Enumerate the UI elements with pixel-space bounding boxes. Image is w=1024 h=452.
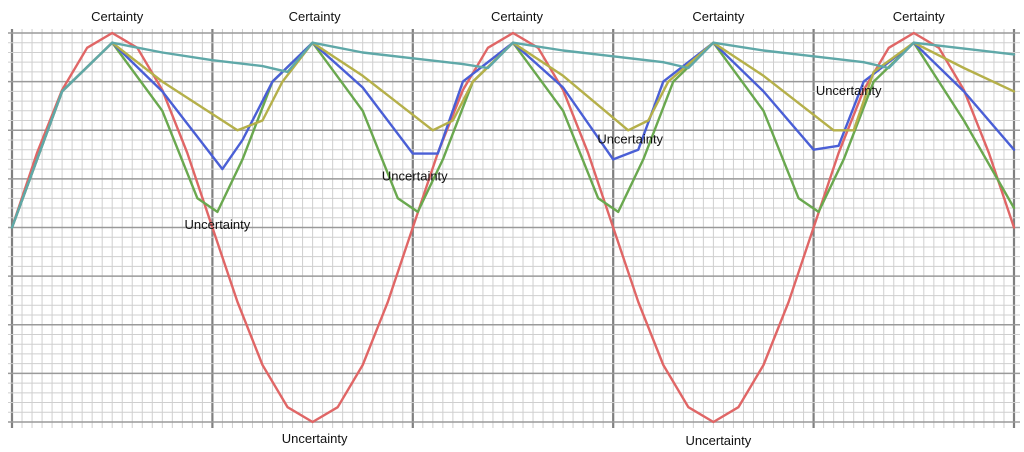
series-line-5: [10, 41, 1016, 229]
certainty-label-1: Certainty: [91, 9, 144, 24]
uncertainty-label-8: Uncertainty: [597, 131, 663, 146]
series-line-1: [10, 31, 1016, 424]
grid: [8, 29, 1020, 428]
series-group: [10, 31, 1016, 424]
uncertainty-label-10: Uncertainty: [282, 431, 348, 446]
certainty-label-5: Certainty: [893, 9, 946, 24]
uncertainty-label-9: Uncertainty: [816, 83, 882, 98]
annotation-group: Certainty Certainty Certainty Certainty Cert…: [91, 9, 945, 448]
uncertainty-label-6: Uncertainty: [185, 217, 251, 232]
uncertainty-label-11: Uncertainty: [686, 433, 752, 448]
certainty-label-3: Certainty: [491, 9, 544, 24]
certainty-label-4: Certainty: [692, 9, 745, 24]
uncertainty-label-7: Uncertainty: [382, 168, 448, 183]
certainty-label-2: Certainty: [289, 9, 342, 24]
